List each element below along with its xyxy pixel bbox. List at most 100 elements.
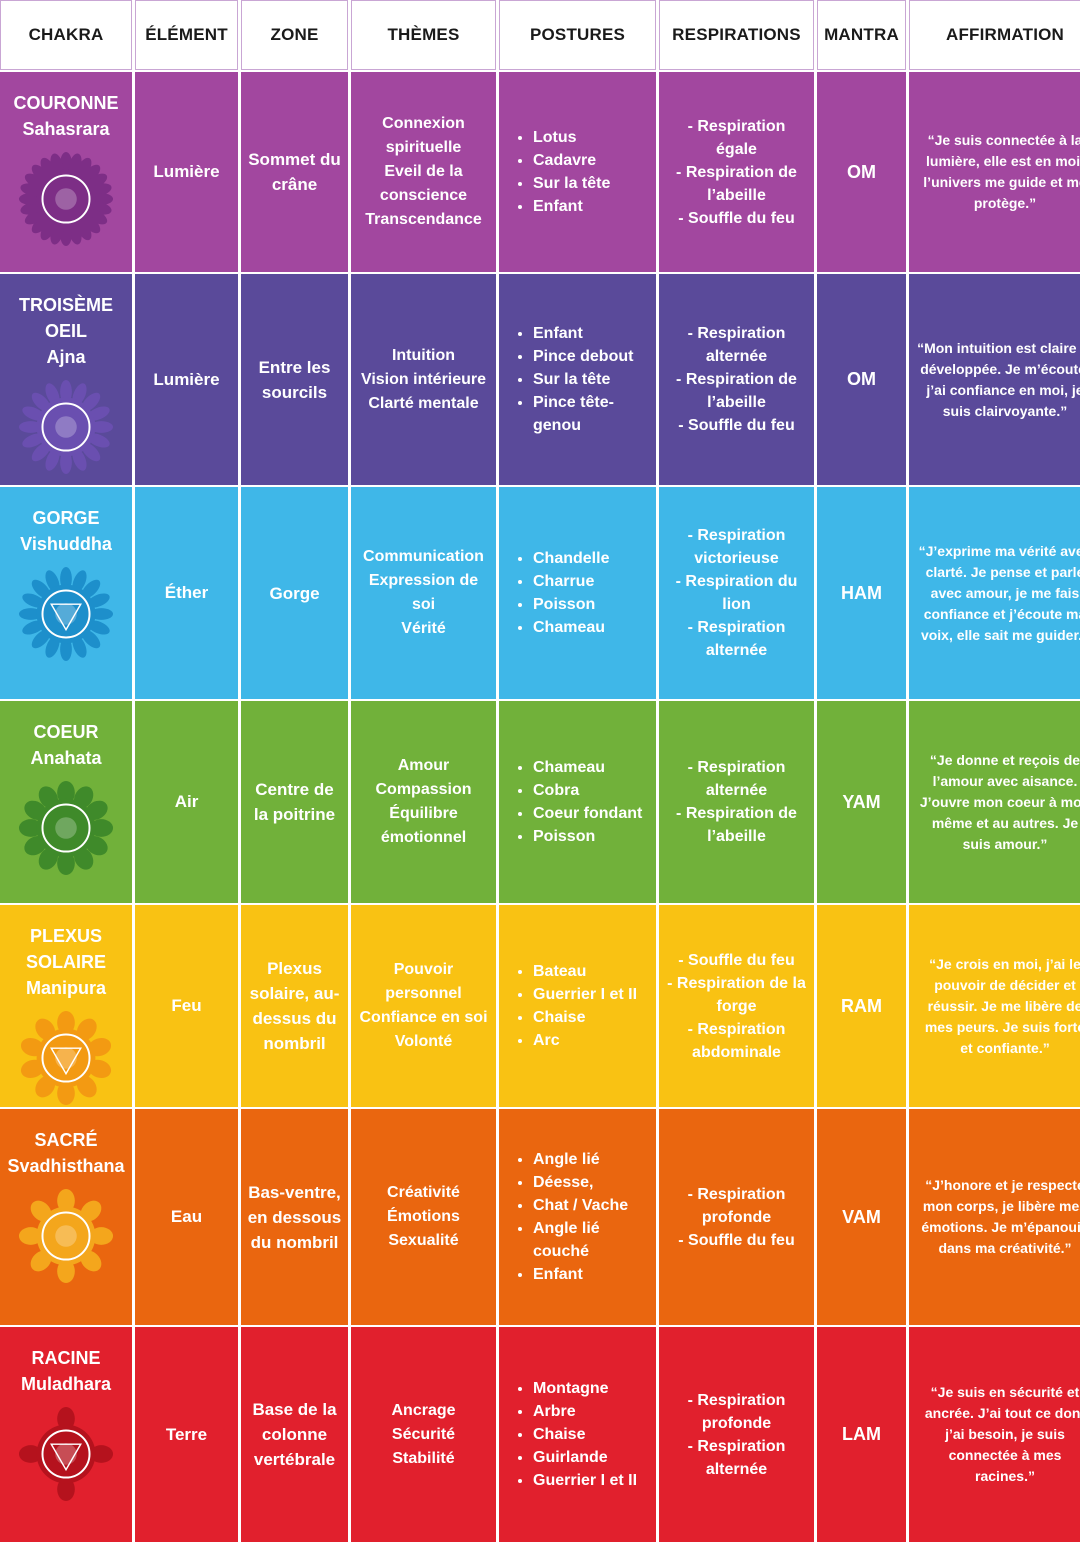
affirmation-cell: “J’exprime ma vérité avec clarté. Je pen…	[909, 487, 1080, 699]
header-zone: ZONE	[241, 0, 348, 70]
solar-plexus-chakra-icon	[17, 1001, 115, 1112]
mantra-cell: HAM	[817, 487, 906, 699]
respirations-cell: - Souffle du feu - Respiration de la forg…	[659, 905, 814, 1107]
chakra-cell: GORGE Vishuddha	[0, 487, 132, 699]
root-chakra-icon	[17, 1397, 115, 1508]
postures-cell: EnfantPince deboutSur la têtePince tête-…	[499, 274, 656, 485]
element-cell: Terre	[135, 1327, 238, 1542]
affirmation-cell: “Mon intuition est claire et développée.…	[909, 274, 1080, 485]
postures-list: ChandelleCharruePoissonChameau	[513, 547, 609, 639]
postures-list: MontagneArbreChaiseGuirlandeGuerrier I e…	[513, 1377, 637, 1492]
posture-item: Cobra	[533, 779, 642, 802]
mantra-cell: OM	[817, 274, 906, 485]
theme-item: Eveil de la conscience	[379, 163, 468, 204]
theme-item: Ancrage	[391, 1401, 456, 1419]
element-cell: Lumière	[135, 274, 238, 485]
respirations-cell: - Respiration alternée - Respiration de l…	[659, 701, 814, 903]
postures-list: LotusCadavreSur la têteEnfant	[513, 126, 610, 218]
posture-item: Guerrier I et II	[533, 983, 637, 1006]
respiration-item: - Respiration égale	[687, 117, 786, 158]
theme-item: Volonté	[394, 1033, 453, 1050]
posture-item: Enfant	[533, 322, 650, 345]
themes-cell: Pouvoir personnel Confiance en soi Volonté	[351, 905, 496, 1107]
header-chakra: CHAKRA	[0, 0, 132, 70]
postures-cell: LotusCadavreSur la têteEnfant	[499, 72, 656, 272]
themes-cell: Communication Expression de soi Vérité	[351, 487, 496, 699]
respiration-item: - Respiration victorieuse	[687, 527, 786, 567]
posture-item: Montagne	[533, 1377, 637, 1400]
posture-item: Déesse,	[533, 1171, 650, 1194]
theme-item: Clarté mentale	[368, 394, 479, 412]
third-eye-chakra-icon	[17, 370, 115, 481]
themes-cell: Créativité Émotions Sexualité	[351, 1109, 496, 1325]
affirmation-cell: “Je donne et reçois de l’amour avec aisa…	[909, 701, 1080, 903]
chakra-name: RACINE	[31, 1348, 101, 1368]
zone-cell: Plexus solaire, au-dessus du nombril	[241, 905, 348, 1107]
chakra-cell: RACINE Muladhara	[0, 1327, 132, 1542]
themes-cell: Intuition Vision intérieure Clarté mentale	[351, 274, 496, 485]
theme-item: Amour	[397, 757, 450, 774]
header-affirmation: AFFIRMATION	[909, 0, 1080, 70]
chakra-sanskrit-name: Anahata	[30, 748, 102, 768]
postures-list: BateauGuerrier I et IIChaiseArc	[513, 960, 637, 1052]
posture-item: Sur la tête	[533, 368, 650, 391]
chakra-cell: SACRÉ Svadhisthana	[0, 1109, 132, 1325]
respirations-cell: - Respiration alternée - Respiration de l…	[659, 274, 814, 485]
respiration-item: - Respiration alternée	[687, 1437, 786, 1478]
theme-item: Sécurité	[391, 1425, 456, 1443]
postures-list: Angle liéDéesse,Chat / VacheAngle lié co…	[513, 1148, 650, 1286]
theme-item: Confiance en soi	[359, 1009, 488, 1026]
posture-item: Lotus	[533, 126, 610, 149]
theme-item: Équilibre émotionnel	[380, 805, 467, 846]
posture-item: Pince tête-genou	[533, 391, 650, 437]
postures-list: EnfantPince deboutSur la têtePince tête-…	[513, 322, 650, 437]
affirmation-cell: “Je suis en sécurité et ancrée. J’ai tou…	[909, 1327, 1080, 1542]
posture-item: Chameau	[533, 616, 609, 639]
postures-cell: ChandelleCharruePoissonChameau	[499, 487, 656, 699]
posture-item: Angle lié couché	[533, 1217, 650, 1263]
chakra-sanskrit-name: Svadhisthana	[7, 1156, 125, 1176]
header-postures: POSTURES	[499, 0, 656, 70]
element-cell: Feu	[135, 905, 238, 1107]
chakra-sanskrit-name: Vishuddha	[20, 534, 112, 554]
respiration-item: - Respiration du lion	[675, 573, 798, 613]
theme-item: Transcendance	[365, 211, 482, 228]
posture-item: Coeur fondant	[533, 802, 642, 825]
theme-item: Connexion spirituelle	[382, 115, 465, 156]
respiration-item: - Respiration de la forge	[667, 974, 806, 1015]
header-mantra: MANTRA	[817, 0, 906, 70]
affirmation-cell: “Je suis connectée à la lumière, elle es…	[909, 72, 1080, 272]
theme-item: Vision intérieure	[360, 370, 487, 388]
posture-item: Enfant	[533, 1263, 650, 1286]
zone-cell: Sommet du crâne	[241, 72, 348, 272]
theme-item: Stabilité	[392, 1449, 455, 1467]
respiration-item: - Souffle du feu	[678, 417, 795, 434]
respirations-cell: - Respiration victorieuse - Respiration d…	[659, 487, 814, 699]
posture-item: Poisson	[533, 593, 609, 616]
respiration-item: - Respiration profonde	[687, 1391, 786, 1432]
themes-cell: Ancrage Sécurité Stabilité	[351, 1327, 496, 1542]
theme-item: Pouvoir personnel	[385, 961, 462, 1002]
mantra-cell: LAM	[817, 1327, 906, 1542]
posture-item: Bateau	[533, 960, 637, 983]
mantra-cell: YAM	[817, 701, 906, 903]
respiration-item: - Respiration de l’abeille	[676, 371, 797, 411]
respiration-item: - Respiration abdominale	[687, 1020, 786, 1061]
postures-list: ChameauCobraCoeur fondantPoisson	[513, 756, 642, 848]
respiration-item: - Souffle du feu	[678, 951, 795, 969]
throat-chakra-icon	[17, 557, 115, 668]
element-cell: Air	[135, 701, 238, 903]
theme-item: Créativité	[387, 1184, 460, 1201]
posture-item: Chameau	[533, 756, 642, 779]
zone-cell: Base de la colonne vertébrale	[241, 1327, 348, 1542]
respirations-cell: - Respiration profonde - Souffle du feu	[659, 1109, 814, 1325]
respiration-item: - Respiration de l’abeille	[676, 805, 797, 845]
zone-cell: Entre les sourcils	[241, 274, 348, 485]
crown-chakra-lotus-icon	[17, 142, 115, 253]
theme-item: Compassion	[375, 781, 472, 798]
respiration-item: - Souffle du feu	[678, 209, 795, 227]
postures-cell: BateauGuerrier I et IIChaiseArc	[499, 905, 656, 1107]
chakra-name: COURONNE	[13, 93, 119, 113]
mantra-cell: VAM	[817, 1109, 906, 1325]
posture-item: Angle lié	[533, 1148, 650, 1171]
